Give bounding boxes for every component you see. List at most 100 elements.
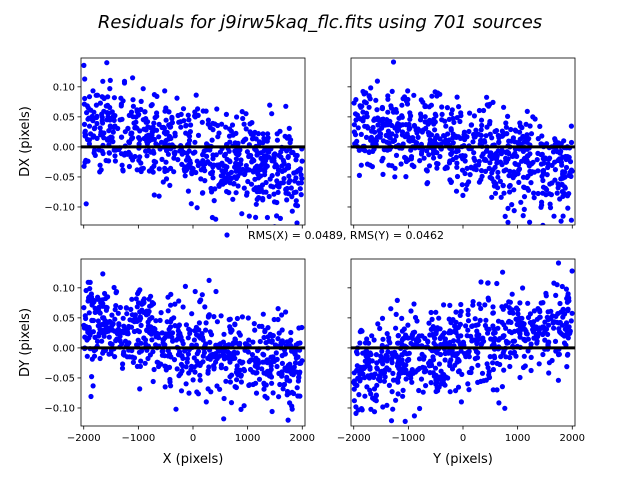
data-point [437, 91, 443, 97]
data-point [555, 185, 561, 191]
data-point [458, 301, 464, 308]
data-point [268, 333, 274, 339]
data-point [561, 340, 568, 346]
data-point [400, 336, 406, 342]
data-point [192, 369, 198, 375]
data-point [564, 193, 571, 199]
data-point [149, 315, 155, 321]
data-point [174, 95, 180, 101]
data-point [99, 338, 105, 344]
data-point [374, 116, 380, 122]
data-point [143, 341, 149, 347]
data-point [188, 201, 194, 207]
data-point [154, 93, 160, 99]
data-point [133, 124, 139, 130]
data-point [410, 342, 417, 348]
data-point [358, 131, 364, 137]
data-point [142, 109, 148, 115]
data-point [357, 103, 363, 109]
data-point [197, 335, 203, 341]
data-point [200, 108, 206, 114]
data-point [492, 190, 499, 196]
data-point [548, 192, 555, 198]
data-point [207, 147, 213, 153]
data-point [91, 133, 97, 139]
data-point [443, 137, 449, 143]
data-point [379, 106, 385, 112]
data-point [385, 109, 391, 115]
data-point [379, 315, 386, 321]
data-point [211, 198, 217, 204]
data-point [207, 329, 213, 335]
data-point [185, 351, 191, 357]
data-point [411, 301, 417, 307]
data-point [271, 199, 278, 205]
data-point [389, 88, 395, 94]
data-point [506, 183, 512, 189]
data-point [135, 317, 141, 323]
data-point [414, 339, 420, 345]
data-point [503, 124, 509, 130]
data-point [356, 147, 362, 153]
data-point [360, 350, 366, 356]
data-point [494, 160, 500, 166]
data-point [489, 170, 495, 176]
data-point [121, 323, 127, 329]
data-point [260, 131, 266, 137]
data-point [270, 354, 276, 360]
data-point [163, 159, 169, 165]
data-point [192, 328, 198, 334]
data-point [409, 379, 415, 385]
data-point [405, 322, 411, 328]
data-point [218, 313, 224, 319]
data-point [362, 148, 368, 154]
data-point [294, 385, 300, 391]
data-point [351, 122, 357, 128]
data-point [228, 169, 234, 175]
data-point [295, 180, 302, 186]
data-point [505, 113, 511, 119]
data-point [246, 213, 252, 219]
data-point [455, 356, 461, 362]
data-point [153, 318, 159, 324]
data-point [223, 124, 229, 130]
data-point [174, 366, 180, 372]
data-point [271, 152, 277, 158]
data-point [554, 190, 560, 196]
data-point [469, 323, 475, 329]
data-point [129, 296, 135, 302]
data-point [106, 158, 112, 164]
data-point [381, 121, 387, 127]
data-point [148, 149, 154, 155]
data-point [433, 309, 439, 315]
data-point [269, 111, 275, 117]
data-point [232, 164, 238, 170]
data-point [437, 335, 443, 342]
data-point [197, 372, 203, 378]
data-point [393, 325, 399, 331]
data-point [150, 378, 156, 385]
scatter-points-dx_vs_x [81, 60, 305, 225]
data-point [212, 121, 218, 127]
data-point [563, 286, 570, 292]
data-point [194, 351, 200, 357]
data-point [392, 349, 398, 355]
data-point [213, 152, 219, 158]
data-point [421, 155, 427, 161]
data-point [244, 190, 250, 196]
data-point [168, 383, 174, 389]
data-point [199, 292, 205, 298]
data-point [168, 135, 174, 141]
data-point [109, 109, 115, 115]
data-point [502, 405, 508, 411]
data-point [476, 332, 482, 338]
data-point [408, 308, 414, 314]
data-point [490, 323, 496, 329]
data-point [483, 148, 489, 154]
data-point [433, 328, 439, 335]
data-point [547, 155, 553, 161]
data-point [475, 162, 482, 168]
data-point [86, 310, 92, 316]
data-point [185, 112, 191, 118]
data-point [371, 374, 377, 380]
